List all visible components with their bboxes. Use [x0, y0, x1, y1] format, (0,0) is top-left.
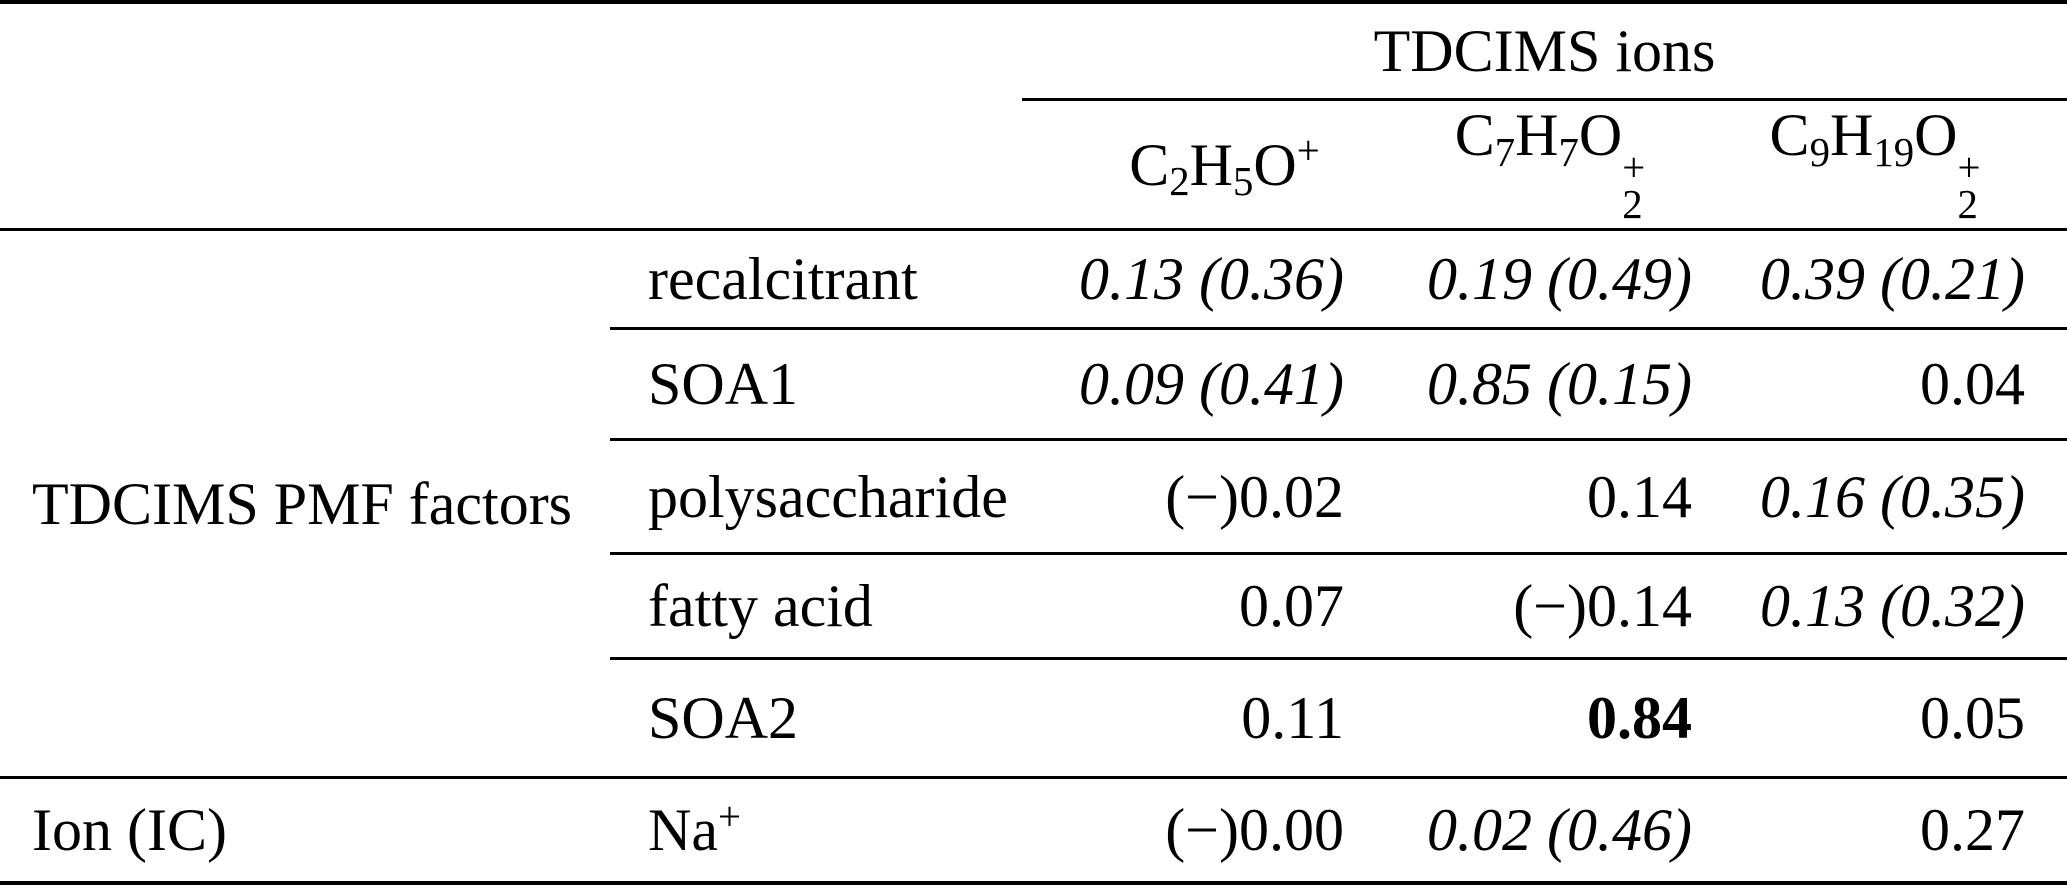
row-divider — [610, 657, 2067, 660]
value-cell: 0.04 — [1920, 351, 2025, 417]
value-cell: (−)0.00 — [1165, 797, 1344, 863]
header-bottom-rule — [0, 228, 2067, 231]
value-cell: 0.02 (0.46) — [1427, 797, 1692, 863]
factor-row-label: polysaccharide — [648, 463, 1008, 530]
table-top-rule — [0, 0, 2067, 4]
value-cell: 0.16 (0.35) — [1760, 463, 2025, 530]
ion-row-label: Na+ — [648, 793, 741, 863]
table-row-polysaccharide: polysaccharide (−)0.02 0.14 0.16 (0.35) — [0, 441, 2067, 552]
pmf-factors-group-label: TDCIMS PMF factors — [32, 470, 573, 537]
ion-ic-group-label: Ion (IC) — [32, 797, 227, 863]
value-cell: 0.11 — [1241, 685, 1344, 751]
ions-header-rule — [1022, 98, 2067, 101]
ions-group-header: TDCIMS ions — [1373, 18, 1716, 84]
value-cell: 0.84 — [1587, 685, 1692, 751]
ion-column-header: C2H5O+ — [1129, 128, 1320, 205]
factor-row-label: SOA1 — [648, 351, 799, 417]
table-row-recalcitrant: recalcitrant 0.13 (0.36) 0.19 (0.49) 0.3… — [0, 231, 2067, 327]
pmf-factors-section: TDCIMS PMF factors recalcitrant 0.13 (0.… — [0, 231, 2067, 776]
table-bottom-rule — [0, 881, 2067, 885]
ion-column-header: C9H19O +2 — [1769, 102, 1981, 228]
value-cell: (−)0.14 — [1513, 573, 1692, 639]
value-cell: 0.85 (0.15) — [1427, 351, 1692, 417]
factor-row-label: SOA2 — [648, 685, 799, 751]
ions-group-header-row: TDCIMS ions — [0, 4, 2067, 98]
ion-column-header: C7H7O +2 — [1454, 102, 1646, 228]
value-cell: 0.13 (0.32) — [1760, 573, 2025, 639]
row-divider — [610, 438, 2067, 441]
value-cell: 0.09 (0.41) — [1079, 351, 1344, 417]
value-cell: (−)0.02 — [1165, 463, 1344, 530]
value-cell: 0.19 (0.49) — [1427, 246, 1692, 312]
value-cell: 0.27 — [1920, 797, 2025, 863]
row-divider — [610, 327, 2067, 330]
table-row-soa1: SOA1 0.09 (0.41) 0.85 (0.15) 0.04 — [0, 330, 2067, 438]
value-cell: 0.05 — [1920, 685, 2025, 751]
value-cell: 0.07 — [1239, 573, 1344, 639]
section-divider-rule — [0, 776, 2067, 779]
value-cell: 0.39 (0.21) — [1760, 246, 2025, 312]
table-row-fatty-acid: fatty acid 0.07 (−)0.14 0.13 (0.32) — [0, 555, 2067, 657]
factor-row-label: recalcitrant — [648, 246, 918, 312]
factor-row-label: fatty acid — [648, 573, 873, 639]
row-divider — [610, 552, 2067, 555]
column-headers-row: C2H5O+ C7H7O +2 C9H19O +2 — [0, 101, 2067, 228]
value-cell: 0.13 (0.36) — [1079, 246, 1344, 312]
value-cell: 0.14 — [1587, 463, 1692, 530]
table-row-soa2: SOA2 0.11 0.84 0.05 — [0, 660, 2067, 776]
table-row-na: Ion (IC) Na+ (−)0.00 0.02 (0.46) 0.27 — [0, 779, 2067, 881]
